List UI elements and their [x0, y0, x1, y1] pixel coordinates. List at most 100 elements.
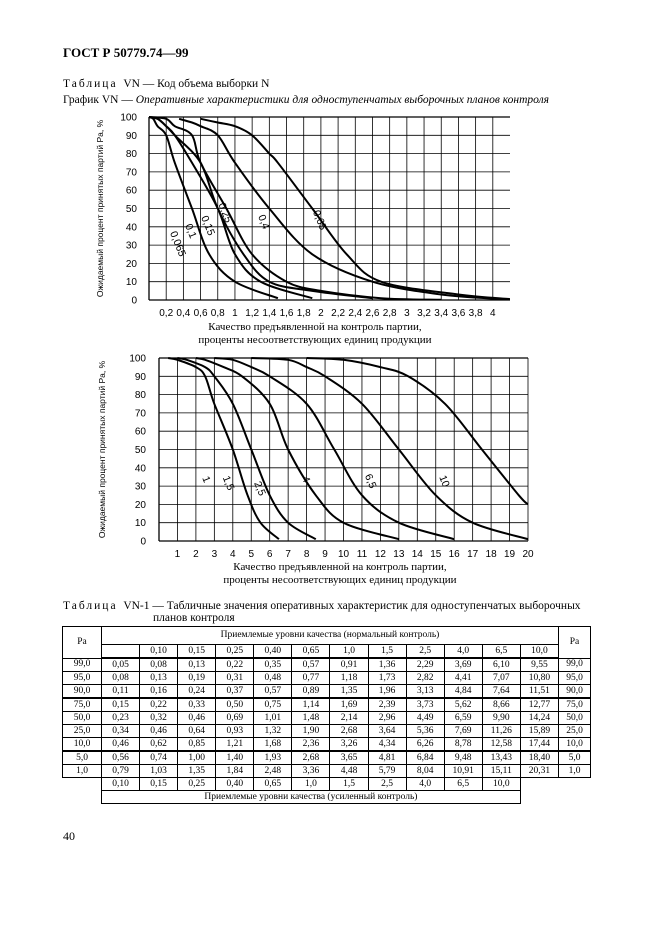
chart2-xlabel-line1: Качество предъявленной на контроль парти… — [233, 561, 447, 573]
oc-value: 1,69 — [329, 697, 369, 712]
oc-value: 1,73 — [367, 671, 407, 685]
oc-value: 1,40 — [215, 750, 255, 765]
oc-value: 0,46 — [100, 737, 141, 752]
x-tick-label: 4 — [490, 308, 496, 319]
oc-value: 0,75 — [253, 697, 293, 712]
oc-value: 8,78 — [443, 737, 483, 752]
x-tick-label: 9 — [322, 549, 328, 560]
oc-value: 2,14 — [329, 711, 369, 725]
x-tick-label: 14 — [412, 549, 424, 560]
pa-value: 95,0 — [62, 671, 102, 685]
y-tick-label: 20 — [126, 259, 138, 270]
x-tick-label: 3,6 — [451, 308, 465, 319]
y-tick-label: 90 — [126, 131, 138, 142]
oc-value: 0,08 — [100, 671, 141, 685]
oc-value: 6,10 — [481, 657, 521, 672]
oc-curve-1-5 — [177, 357, 317, 541]
normal-aql-level: 10,0 — [519, 644, 560, 659]
oc-value: 6,84 — [405, 750, 445, 765]
oc-value: 0,34 — [100, 724, 141, 738]
table-row: 5,0 0,56 0,74 1,00 1,40 1,93 2,68 3,65 4,81 6,84 9… — [62, 750, 591, 765]
pa-value-right: 1,0 — [558, 764, 591, 778]
oc-value: 6,26 — [405, 737, 445, 752]
table-row: 95,0 0,08 0,13 0,19 0,31 0,48 0,77 1,18 1,73 2,82… — [62, 671, 591, 685]
oc-value: 5,79 — [367, 764, 407, 778]
oc-value: 15,11 — [481, 764, 521, 778]
table-row: 90,0 0,11 0,16 0,24 0,37 0,57 0,89 1,35 1,96 3,13… — [62, 684, 591, 699]
oc-value: 6,59 — [443, 711, 483, 725]
oc-value: 2,36 — [291, 737, 331, 752]
blank-cell — [558, 777, 591, 791]
y-tick-label: 90 — [135, 372, 147, 383]
normal-aql-level: 1,0 — [329, 644, 369, 659]
oc-value: 7,07 — [481, 671, 521, 685]
oc-value: 15,89 — [519, 724, 560, 738]
oc-value: 0,74 — [139, 750, 179, 765]
x-tick-label: 2,4 — [348, 308, 362, 319]
oc-value: 3,69 — [443, 657, 483, 672]
oc-value: 0,11 — [100, 684, 141, 699]
oc-value: 5,36 — [405, 724, 445, 738]
y-tick-label: 70 — [126, 167, 138, 178]
x-tick-label: 13 — [393, 549, 405, 560]
oc-value: 10,91 — [443, 764, 483, 778]
pa-header-left: Pa — [62, 626, 102, 659]
tightened-aql-level: 0,10 — [100, 777, 141, 791]
x-tick-label: 0,4 — [176, 308, 190, 319]
oc-curve-6-5 — [251, 357, 528, 541]
y-tick-label: 70 — [135, 408, 147, 419]
x-tick-label: 0,2 — [159, 308, 173, 319]
table-vn1-label: Таблица — [63, 600, 118, 612]
x-tick-label: 3,4 — [434, 308, 448, 319]
oc-value: 3,13 — [405, 684, 445, 699]
oc-value: 0,50 — [215, 697, 255, 712]
tightened-aql-level: 10,0 — [481, 777, 521, 791]
oc-value: 3,65 — [329, 750, 369, 765]
oc-value: 1,35 — [329, 684, 369, 699]
curve-label: 0,65 — [310, 208, 329, 232]
oc-value: 0,32 — [139, 711, 179, 725]
normal-aql-level: 0,25 — [215, 644, 255, 659]
blank-level-cell — [100, 644, 141, 659]
pa-value: 75,0 — [62, 697, 102, 712]
y-tick-label: 40 — [135, 463, 147, 474]
normal-aql-level: 0,15 — [177, 644, 217, 659]
page-number: 40 — [63, 829, 75, 843]
x-tick-label: 7 — [285, 549, 291, 560]
oc-value: 0,13 — [177, 657, 217, 672]
x-tick-label: 3,2 — [417, 308, 431, 319]
tightened-aql-level: 4,0 — [405, 777, 445, 791]
y-tick-label: 60 — [135, 427, 147, 438]
oc-value: 1,01 — [253, 711, 293, 725]
y-tick-label: 40 — [126, 222, 138, 233]
curve-label: 2,5 — [251, 480, 268, 498]
oc-value: 1,90 — [291, 724, 331, 738]
pa-header-right: Pa — [558, 626, 591, 659]
table-vn1-text-line2: планов контроля — [153, 612, 235, 624]
normal-aql-level: 6,5 — [481, 644, 521, 659]
curve-label: 0,25 — [215, 201, 234, 225]
x-tick-label: 12 — [375, 549, 387, 560]
x-tick-label: 15 — [430, 549, 442, 560]
oc-value: 0,64 — [177, 724, 217, 738]
x-tick-label: 2,8 — [383, 308, 397, 319]
oc-value: 0,46 — [139, 724, 179, 738]
oc-value: 0,85 — [177, 737, 217, 752]
blank-cell — [559, 791, 591, 804]
table-row: 50,0 0,23 0,32 0,46 0,69 1,01 1,48 2,14 2,96 4,49… — [62, 711, 591, 725]
pa-value-right: 5,0 — [558, 750, 591, 765]
x-tick-label: 3 — [404, 308, 410, 319]
tightened-aql-level: 2,5 — [367, 777, 407, 791]
curve-label: 0,065 — [167, 230, 188, 259]
x-tick-label: 11 — [357, 549, 368, 560]
oc-curve-1 — [168, 357, 280, 540]
normal-aql-level: 0,65 — [291, 644, 331, 659]
x-tick-label: 2 — [193, 549, 199, 560]
oc-value: 9,48 — [443, 750, 483, 765]
oc-value: 1,48 — [291, 711, 331, 725]
normal-aql-level: 0,10 — [139, 644, 179, 659]
x-tick-label: 0,6 — [194, 308, 208, 319]
x-tick-label: 1,8 — [297, 308, 311, 319]
x-tick-label: 1,2 — [245, 308, 259, 319]
